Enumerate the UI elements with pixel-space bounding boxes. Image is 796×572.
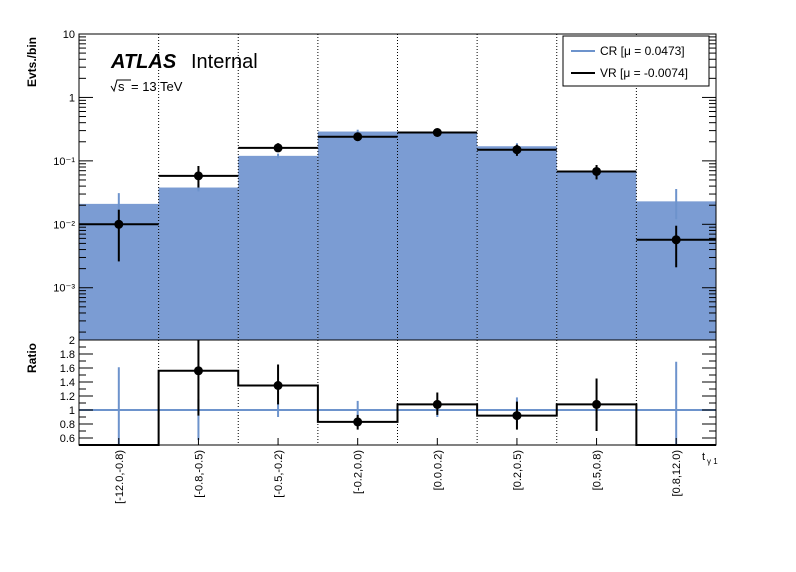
ratio-y-tick-label: 2	[69, 335, 75, 347]
vr-point	[671, 235, 681, 245]
x-bin-label: [0.0,0.2)	[432, 450, 444, 490]
vr-ratio-steps	[79, 340, 716, 446]
vr-ratio-point	[512, 411, 522, 421]
x-axis-bin-labels: [-12.0,-0.8) [-0.8,-0.5) [-0.5,-0.2) [-0.2,…	[114, 438, 683, 504]
vr-point	[114, 219, 124, 229]
vr-ratio-point	[592, 399, 602, 409]
cr-bar	[238, 155, 318, 340]
cr-bar	[158, 187, 239, 340]
atlas-label: ATLAS	[110, 51, 177, 73]
ratio-panel: 0.6 0.8 1 1.2 1.4 1.6 1.8 2	[60, 335, 717, 446]
cr-bar	[397, 133, 478, 340]
vr-point	[353, 132, 363, 142]
ratio-y-tick-label: 1.8	[60, 349, 75, 361]
ratio-y-tick-label: 0.6	[60, 433, 75, 445]
vr-point	[193, 171, 203, 181]
energy-value: = 13 TeV	[131, 79, 183, 94]
main-y-ticks: 10⁻³ 10⁻² 10⁻¹ 1 10	[53, 29, 716, 333]
cr-bar	[317, 131, 398, 340]
vr-ratio-point	[432, 399, 442, 409]
main-y-tick-label: 10	[63, 29, 75, 41]
main-y-tick-label: 10⁻¹	[53, 156, 75, 168]
x-bin-label: [-0.2,0.0)	[353, 450, 365, 494]
internal-label: Internal	[191, 51, 258, 73]
vr-point	[592, 166, 602, 176]
bottom-y-axis-label: Ratio	[25, 343, 39, 373]
cr-bar	[636, 201, 716, 340]
ratio-bin-divider-lines	[158, 340, 637, 445]
main-panel: 10⁻³ 10⁻² 10⁻¹ 1 10	[53, 29, 717, 341]
main-y-tick-label: 10⁻²	[53, 219, 75, 231]
ratio-y-tick-label: 0.8	[60, 419, 75, 431]
legend-cr-label: CR [μ = 0.0473]	[600, 44, 685, 58]
ratio-y-tick-label: 1.6	[60, 363, 75, 375]
top-y-axis-label: Evts./bin	[25, 37, 39, 87]
energy-label: s = 13 TeV	[110, 79, 183, 94]
sqrt-s-symbol: s	[118, 79, 125, 94]
legend-box	[562, 35, 710, 87]
ratio-y-tick-label: 1.2	[60, 391, 75, 403]
main-y-tick-label: 10⁻³	[53, 283, 75, 295]
x-bin-label: [0.2,0.5)	[512, 450, 524, 490]
ratio-y-tick-label: 1	[69, 405, 75, 417]
legend: CR [μ = 0.0473] VR [μ = -0.0074]	[562, 35, 710, 87]
vr-ratio-point	[353, 417, 363, 427]
ratio-y-ticks: 0.6 0.8 1 1.2 1.4 1.6 1.8 2	[60, 335, 716, 446]
legend-vr-label: VR [μ = -0.0074]	[600, 66, 688, 80]
x-bin-label: [-0.8,-0.5)	[193, 450, 205, 498]
vr-point	[512, 145, 522, 155]
x-bin-label: [-0.5,-0.2)	[273, 450, 285, 498]
vr-ratio-point	[273, 381, 283, 390]
vr-ratio-point	[193, 366, 203, 376]
cr-histogram	[79, 131, 716, 340]
x-axis-label: t	[702, 451, 705, 463]
x-axis-label-subscript: γ 1	[707, 457, 718, 466]
main-y-tick-label: 1	[69, 92, 75, 104]
cr-bar	[556, 170, 637, 340]
cr-bar	[477, 146, 557, 340]
x-bin-label: [-12.0,-0.8)	[114, 450, 126, 504]
ratio-y-tick-label: 1.4	[60, 377, 75, 389]
x-bin-label: [0.5,0.8)	[592, 450, 604, 490]
vr-point	[273, 143, 283, 153]
vr-point	[432, 128, 442, 138]
ratio-frame	[78, 339, 717, 446]
x-bin-label: [0.8,12.0)	[671, 450, 683, 496]
